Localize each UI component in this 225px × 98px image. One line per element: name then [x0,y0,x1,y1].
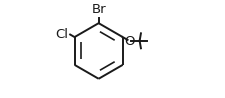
Text: O: O [124,35,135,48]
Text: Br: Br [91,3,106,16]
Text: Cl: Cl [55,28,68,41]
